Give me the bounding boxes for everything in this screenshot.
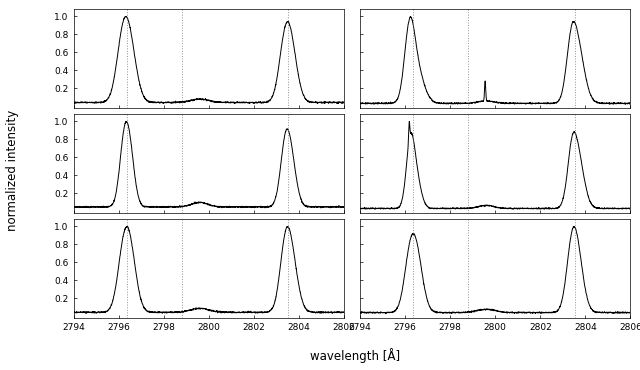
Text: normalized intensity: normalized intensity xyxy=(6,110,19,231)
Text: wavelength [Å]: wavelength [Å] xyxy=(310,348,400,363)
